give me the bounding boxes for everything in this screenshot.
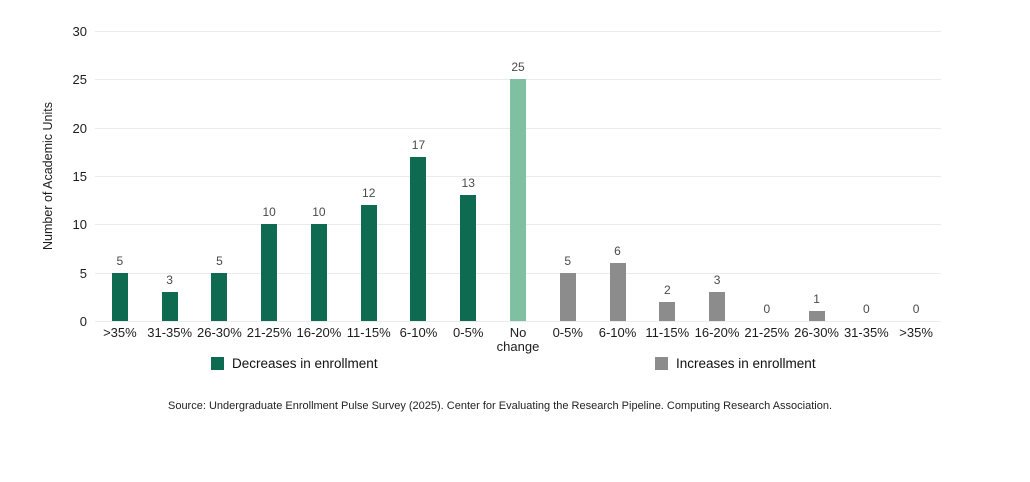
bar-value-label: 5 bbox=[116, 253, 124, 268]
bar-value-label: 3 bbox=[713, 273, 721, 287]
x-tick-label: 31-35% bbox=[843, 325, 889, 340]
bar-value-label: 0 bbox=[863, 302, 870, 316]
bar-increase bbox=[659, 301, 676, 321]
x-tick-label: 16-20% bbox=[694, 325, 740, 340]
y-tick-label: 10 bbox=[72, 217, 87, 233]
x-tick-label: 26-30% bbox=[197, 325, 242, 340]
y-axis-title: Number of Academic Units bbox=[41, 102, 55, 250]
bar-value-label: 0 bbox=[912, 302, 920, 316]
bar-decrease bbox=[161, 292, 178, 321]
bar-value-label: 13 bbox=[461, 176, 475, 191]
x-tick-label: 11-15% bbox=[346, 325, 391, 340]
x-tick-label: 11-15% bbox=[645, 325, 690, 340]
x-tick-label: No change bbox=[496, 325, 540, 354]
x-axis-labels: >35% 31-35% 26-30% 21-25% 16-20% 11-15% 6-10% 0… bbox=[95, 326, 941, 356]
bar-value-label: 10 bbox=[312, 205, 326, 220]
bar-decrease bbox=[360, 205, 377, 321]
source-note: Source: Undergraduate Enrollment Pulse S… bbox=[167, 400, 833, 412]
plot-area: 0 5 10 15 20 25 30 5 3 5 10 10 12 17 13 25 5 6 2 3 0 1 0 0 bbox=[73, 25, 941, 328]
y-tick-label: 5 bbox=[79, 265, 87, 281]
y-tick-label: 25 bbox=[72, 72, 87, 88]
bar-increase bbox=[609, 263, 626, 321]
x-tick-label: 16-20% bbox=[296, 325, 342, 340]
gridline bbox=[95, 321, 941, 322]
legend-swatch-decreases bbox=[211, 357, 224, 370]
y-tick-label: 20 bbox=[72, 120, 87, 136]
x-tick-label: >35% bbox=[103, 325, 137, 340]
bar-value-label: 0 bbox=[763, 302, 771, 316]
bar-decrease bbox=[310, 224, 327, 321]
x-tick-label: 31-35% bbox=[147, 325, 193, 340]
bar-decrease bbox=[211, 272, 228, 321]
bar-increase bbox=[709, 292, 726, 321]
bar-value-label: 10 bbox=[262, 205, 276, 220]
legend-swatch-increases bbox=[655, 357, 668, 370]
bar-decrease bbox=[261, 224, 278, 321]
gridline bbox=[95, 31, 941, 32]
legend-label-decreases: Decreases in enrollment bbox=[232, 356, 378, 371]
bar-no_change bbox=[510, 79, 526, 321]
bar-increase bbox=[808, 311, 825, 321]
bar-value-label: 5 bbox=[564, 253, 572, 268]
x-tick-label: 26-30% bbox=[794, 325, 839, 340]
legend-label-increases: Increases in enrollment bbox=[676, 356, 816, 371]
bar-value-label: 2 bbox=[663, 282, 671, 297]
x-tick-label: 21-25% bbox=[744, 325, 790, 340]
y-tick-label: 30 bbox=[72, 24, 87, 39]
x-tick-label: 0-5% bbox=[552, 325, 583, 340]
x-tick-label: 21-25% bbox=[246, 325, 292, 340]
bar-increase bbox=[559, 272, 576, 321]
x-tick-label: 0-5% bbox=[453, 325, 484, 340]
x-tick-label: 6-10% bbox=[399, 325, 438, 340]
legend-item-increases: Increases in enrollment bbox=[655, 356, 816, 371]
bar-decrease bbox=[111, 272, 128, 321]
x-tick-label: 6-10% bbox=[598, 325, 637, 340]
y-tick-label: 0 bbox=[79, 314, 87, 329]
bar-value-label: 12 bbox=[362, 186, 376, 200]
legend-item-decreases: Decreases in enrollment bbox=[211, 356, 378, 371]
y-tick-label: 15 bbox=[72, 169, 87, 184]
bar-value-label: 25 bbox=[511, 60, 525, 75]
bar-value-label: 6 bbox=[614, 244, 621, 258]
bar-decrease bbox=[460, 195, 477, 321]
x-tick-label: >35% bbox=[899, 325, 933, 340]
bar-value-label: 17 bbox=[411, 137, 426, 152]
bar-decrease bbox=[410, 156, 427, 321]
bar-value-label: 1 bbox=[813, 292, 820, 307]
bar-value-label: 5 bbox=[216, 253, 223, 268]
bar-value-label: 3 bbox=[166, 273, 173, 287]
